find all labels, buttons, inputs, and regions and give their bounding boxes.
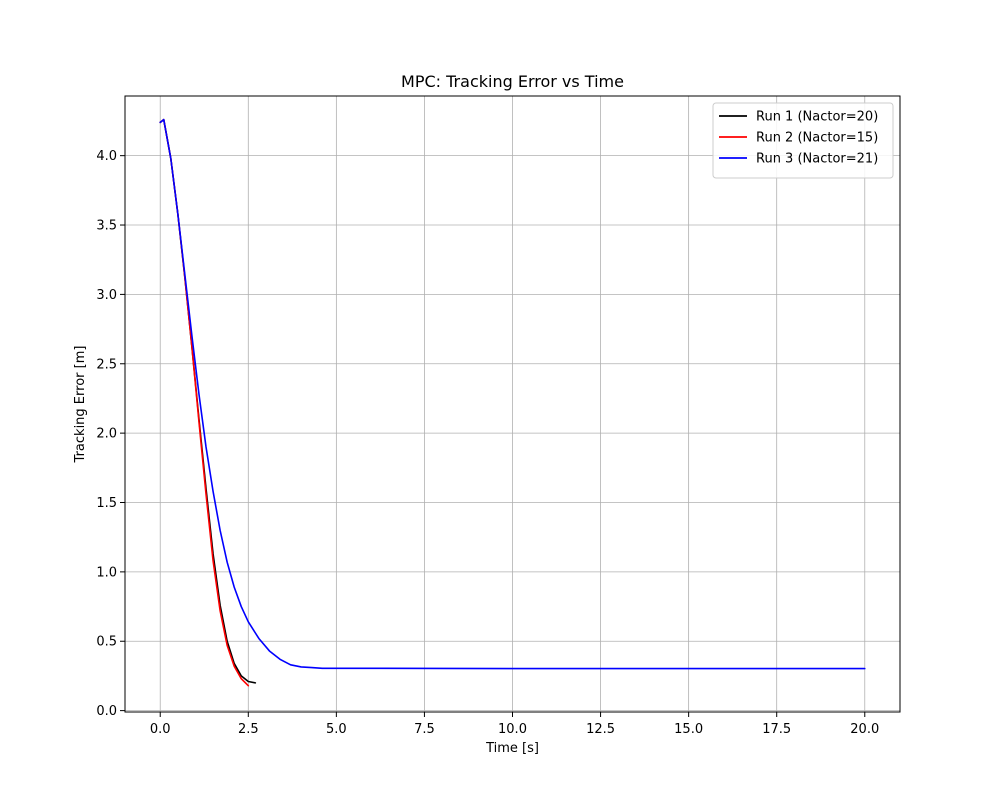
x-tick-label: 12.5 xyxy=(586,722,615,737)
legend: Run 1 (Nactor=20) Run 2 (Nactor=15) Run 3 … xyxy=(712,102,894,179)
x-axis-label: Time [s] xyxy=(485,741,539,756)
y-tick-label: 3.5 xyxy=(96,219,117,234)
y-tick-label: 2.5 xyxy=(96,357,117,372)
grid xyxy=(125,96,900,712)
x-tick-label: 20.0 xyxy=(850,722,879,737)
x-tick-label: 5.0 xyxy=(326,722,347,737)
y-tick-label: 1.5 xyxy=(96,496,117,511)
x-tick-label: 0.0 xyxy=(150,722,171,737)
x-tick-label: 17.5 xyxy=(762,722,791,737)
y-tick-label: 3.0 xyxy=(96,288,117,303)
y-tick-label: 2.0 xyxy=(96,427,117,442)
legend-box xyxy=(712,102,894,179)
chart-title: MPC: Tracking Error vs Time xyxy=(401,72,624,91)
y-tick-label: 1.0 xyxy=(96,565,117,580)
y-tick-label: 0.5 xyxy=(96,635,117,650)
y-tick-label: 4.0 xyxy=(96,149,117,164)
y-axis-label: Tracking Error [m] xyxy=(73,346,88,464)
plot-lines xyxy=(159,118,866,687)
series-line-run-3 xyxy=(159,118,866,670)
x-tick-label: 7.5 xyxy=(414,722,435,737)
x-tick-label: 10.0 xyxy=(498,722,527,737)
x-tick-label: 2.5 xyxy=(238,722,259,737)
ticks: 0.0 2.5 5.0 7.5 10.0 12.5 15.0 17.5 20.0 0.0 0.5 1.… xyxy=(96,149,879,737)
legend-entry-run-1: Run 1 (Nactor=20) xyxy=(756,110,878,125)
x-tick-label: 15.0 xyxy=(674,722,703,737)
y-tick-label: 0.0 xyxy=(96,704,117,719)
legend-entry-run-2: Run 2 (Nactor=15) xyxy=(756,131,878,146)
legend-entry-run-3: Run 3 (Nactor=21) xyxy=(756,152,878,167)
